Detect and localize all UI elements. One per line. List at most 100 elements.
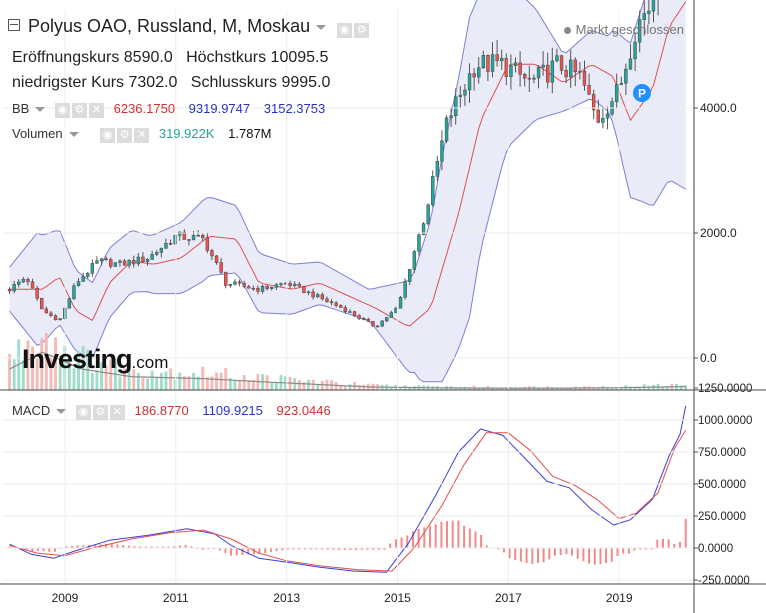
volume-bar — [150, 370, 154, 390]
volume-bar — [12, 359, 16, 390]
volume-bar — [389, 386, 393, 390]
candle-body — [339, 305, 343, 308]
close-icon[interactable]: ✕ — [134, 128, 150, 144]
y-tick-label: 0.0 — [700, 351, 717, 365]
volume-bar — [196, 376, 200, 390]
volume-bar — [81, 345, 85, 390]
volume-bar — [265, 375, 269, 390]
macd-panel — [8, 405, 687, 573]
volume-bar — [233, 380, 237, 390]
chart-title: Polyus OAO, Russland, M, Moskau ◉ ⚙ — [8, 16, 371, 38]
candle-body — [642, 13, 646, 20]
candle-body — [187, 239, 191, 241]
candle-body — [573, 59, 578, 73]
bb-middle-line — [9, 1, 687, 327]
chevron-down-icon[interactable] — [35, 107, 46, 113]
gear-icon[interactable]: ⚙ — [354, 22, 370, 38]
candle-body — [242, 282, 246, 287]
chevron-down-icon[interactable] — [56, 409, 67, 415]
candle-body — [260, 285, 265, 292]
macd-histogram-bar — [184, 545, 187, 548]
volume-bar — [173, 379, 177, 390]
macd-histogram-bar — [133, 546, 136, 548]
candle-body — [141, 256, 145, 262]
macd-histogram-bar — [144, 546, 147, 548]
candle-body — [619, 83, 623, 85]
volume-bar — [362, 384, 366, 390]
high-value: 10095.5 — [270, 49, 329, 66]
macd-histogram-bar — [582, 548, 585, 562]
chevron-down-icon[interactable] — [68, 132, 79, 138]
volume-bar — [118, 376, 122, 390]
macd-histogram-bar — [599, 548, 602, 565]
x-tick-label: 2017 — [495, 591, 522, 605]
candle-body — [17, 281, 21, 285]
macd-histogram-bar — [247, 548, 250, 555]
close-icon[interactable]: ✕ — [88, 103, 104, 119]
volume-bar — [293, 378, 297, 390]
volume-bar — [247, 380, 251, 390]
y-tick-label: 4000.0 — [700, 101, 737, 115]
volume-bar — [210, 376, 214, 390]
macd-y-tick-label: 1000.0000 — [698, 415, 752, 427]
visibility-icon[interactable]: ◉ — [54, 103, 70, 119]
gear-icon[interactable]: ⚙ — [71, 103, 87, 119]
candle-body — [555, 55, 559, 62]
volume-bar — [155, 377, 159, 390]
volume-bar — [578, 387, 582, 390]
volume-bar — [307, 379, 310, 390]
bb-value-upper: 9319.9747 — [188, 101, 251, 116]
candle-body — [233, 281, 237, 285]
macd-histogram-bar — [372, 548, 375, 550]
candle-body — [591, 94, 596, 111]
dividend-marker-label: P — [638, 87, 646, 101]
volume-bar — [95, 369, 99, 390]
volume-bar — [35, 358, 39, 390]
macd-histogram-bar — [497, 548, 500, 550]
volume-bar — [178, 372, 182, 390]
chevron-down-icon[interactable] — [316, 24, 327, 30]
macd-value-signal: 923.0446 — [276, 403, 331, 418]
macd-histogram-bar — [633, 548, 636, 551]
volume-bar — [569, 388, 573, 390]
candle-body — [219, 262, 223, 273]
volume-bar — [159, 372, 163, 390]
macd-histogram-bar — [190, 546, 193, 548]
macd-histogram-bar — [218, 548, 221, 551]
candle-body — [316, 294, 320, 298]
open-value: 8590.0 — [123, 49, 173, 66]
candle-body — [601, 118, 605, 123]
macd-histogram-bar — [525, 548, 528, 563]
macd-histogram-bar — [434, 524, 437, 548]
macd-histogram-bar — [207, 548, 210, 550]
candle-body — [53, 315, 58, 321]
volume-bar — [619, 386, 623, 390]
macd-histogram-bar — [321, 548, 323, 550]
collapse-icon[interactable] — [8, 19, 20, 31]
candle-body — [495, 54, 499, 61]
low-label: niedrigster Kurs — [12, 74, 125, 91]
candle-body — [113, 262, 118, 267]
visibility-icon[interactable]: ◉ — [100, 128, 116, 144]
volume-bar — [104, 365, 108, 390]
macd-histogram-bar — [122, 545, 125, 548]
volume-bar — [320, 380, 324, 390]
gear-icon[interactable]: ⚙ — [92, 405, 108, 421]
candle-body — [467, 73, 472, 91]
macd-histogram-bar — [639, 548, 642, 550]
close-icon[interactable]: ✕ — [109, 405, 125, 421]
candle-body — [109, 259, 113, 267]
visibility-icon[interactable]: ◉ — [337, 22, 353, 38]
candle-body — [454, 96, 458, 117]
volume-bar — [182, 376, 186, 390]
macd-y-tick-label: 750.0000 — [698, 447, 746, 459]
visibility-icon[interactable]: ◉ — [75, 405, 91, 421]
candle-body — [270, 287, 274, 289]
volume-bar — [77, 351, 80, 390]
candle-body — [145, 259, 150, 262]
macd-histogram-bar — [332, 548, 335, 550]
gear-icon[interactable]: ⚙ — [117, 128, 133, 144]
volume-bar — [219, 372, 223, 390]
macd-histogram-bar — [406, 535, 409, 548]
candle-body — [628, 58, 633, 70]
